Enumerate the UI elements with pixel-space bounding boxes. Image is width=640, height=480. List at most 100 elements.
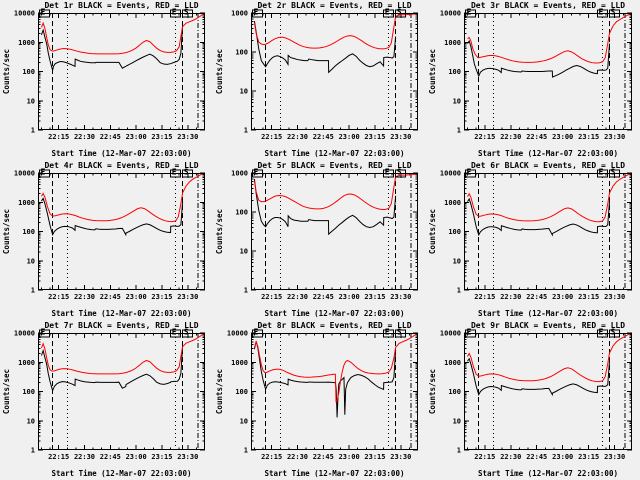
series-events-9 <box>467 357 610 397</box>
plot-frame <box>251 13 418 130</box>
x-tick-label: 23:30 <box>390 293 411 301</box>
series-events-2 <box>253 21 397 74</box>
x-tick-label: 22:45 <box>526 293 547 301</box>
chart-panel-2: Det 2r BLACK = Events, RED = LLD Counts/s… <box>213 0 426 160</box>
plot-frame <box>464 173 632 290</box>
x-axis-label-1: Start Time (12-Mar-07 22:03:00) <box>52 149 192 158</box>
marker-label-s: S <box>397 8 402 17</box>
panel-background <box>426 160 640 320</box>
series-lld-6 <box>467 173 632 223</box>
y-tick-label: 1 <box>244 287 248 295</box>
x-axis-label-8: Start Time (12-Mar-07 22:03:00) <box>265 469 405 478</box>
marker-label-e: E <box>467 168 472 177</box>
marker-label-e2: E <box>172 8 177 17</box>
y-tick-label: 10 <box>240 88 248 96</box>
x-tick-label: 23:15 <box>151 453 172 461</box>
y-tick-label: 1 <box>31 287 35 295</box>
series-events-6 <box>467 197 610 237</box>
x-tick-label: 22:30 <box>74 133 95 141</box>
x-tick-label: 22:15 <box>48 293 69 301</box>
panel-title-1: Det 1r BLACK = Events, RED = LLD <box>44 1 198 10</box>
marker-label-e: E <box>467 328 472 337</box>
x-axis-label-6: Start Time (12-Mar-07 22:03:00) <box>478 309 618 318</box>
panel-background <box>213 0 426 160</box>
x-tick-label: 22:45 <box>100 293 121 301</box>
y-tick-label: 1 <box>244 127 248 135</box>
chart-panel-3: Det 3r BLACK = Events, RED = LLD Counts/s… <box>426 0 640 160</box>
marker-label-e2: E <box>385 328 390 337</box>
panel-title-6: Det 6r BLACK = Events, RED = LLD <box>471 161 625 170</box>
chart-panel-4: Det 4r BLACK = Events, RED = LLD Counts/s… <box>0 160 213 320</box>
x-tick-label: 22:30 <box>500 293 521 301</box>
y-tick-label: 10 <box>27 257 35 265</box>
chart-panel-1: Det 1r BLACK = Events, RED = LLD Counts/s… <box>0 0 213 160</box>
marker-label-s: S <box>611 328 616 337</box>
x-tick-label: 23:00 <box>339 453 360 461</box>
x-tick-label: 23:30 <box>604 453 625 461</box>
y-tick-label: 1 <box>244 447 248 455</box>
y-tick-label: 1000 <box>231 170 248 178</box>
x-tick-label: 23:30 <box>390 453 411 461</box>
y-tick-label: 100 <box>235 49 248 57</box>
marker-label-s: S <box>397 328 402 337</box>
y-tick-label: 1000 <box>231 10 248 18</box>
y-tick-label: 1000 <box>444 39 461 47</box>
x-tick-label: 22:15 <box>474 453 495 461</box>
x-tick-label: 22:45 <box>313 133 334 141</box>
marker-label-s: S <box>611 8 616 17</box>
x-tick-label: 23:00 <box>126 453 147 461</box>
marker-label-e: E <box>254 328 259 337</box>
series-lld-4 <box>41 173 205 223</box>
panel-title-2: Det 2r BLACK = Events, RED = LLD <box>257 1 411 10</box>
x-tick-label: 22:45 <box>526 133 547 141</box>
y-tick-label: 1 <box>457 447 461 455</box>
x-tick-label: 22:15 <box>48 453 69 461</box>
series-lld-8 <box>253 333 418 403</box>
x-tick-label: 22:30 <box>500 133 521 141</box>
x-tick-label: 23:00 <box>552 133 573 141</box>
chart-panel-8: Det 8r BLACK = Events, RED = LLD Counts/s… <box>213 320 426 480</box>
y-tick-label: 1 <box>457 287 461 295</box>
marker-label-s: S <box>611 168 616 177</box>
marker-label-e: E <box>41 328 46 337</box>
y-tick-label: 100 <box>22 388 35 396</box>
chart-panel-9: Det 9r BLACK = Events, RED = LLD Counts/s… <box>426 320 640 480</box>
plot-frame <box>464 13 632 130</box>
marker-label-s: S <box>184 168 189 177</box>
y-axis-label-6: Counts/sec <box>428 209 437 254</box>
y-tick-label: 1000 <box>231 359 248 367</box>
y-tick-label: 10 <box>27 97 35 105</box>
series-lld-1 <box>40 13 205 55</box>
plot-frame <box>38 333 205 450</box>
y-axis-label-7: Counts/sec <box>2 369 11 414</box>
plot-frame <box>38 173 205 290</box>
x-tick-label: 23:15 <box>364 293 385 301</box>
marker-label-e: E <box>467 8 472 17</box>
y-tick-label: 100 <box>235 388 248 396</box>
plot-frame <box>38 13 205 130</box>
plot-frame <box>251 173 418 290</box>
series-lld-7 <box>40 333 205 375</box>
panel-background <box>0 160 213 320</box>
y-tick-label: 10 <box>453 97 461 105</box>
y-tick-label: 10000 <box>440 170 461 178</box>
y-tick-label: 10 <box>240 248 248 256</box>
x-tick-label: 22:30 <box>74 453 95 461</box>
x-tick-label: 22:15 <box>261 293 282 301</box>
x-tick-label: 23:00 <box>339 133 360 141</box>
y-tick-label: 10000 <box>14 10 35 18</box>
x-tick-label: 22:45 <box>313 293 334 301</box>
y-tick-label: 100 <box>235 209 248 217</box>
x-tick-label: 23:30 <box>604 293 625 301</box>
x-tick-label: 23:15 <box>151 133 172 141</box>
y-tick-label: 10000 <box>227 330 248 338</box>
x-axis-label-5: Start Time (12-Mar-07 22:03:00) <box>265 309 405 318</box>
marker-label-e2: E <box>599 328 604 337</box>
y-tick-label: 1 <box>31 127 35 135</box>
y-axis-label-9: Counts/sec <box>428 369 437 414</box>
y-tick-label: 1 <box>457 127 461 135</box>
y-axis-label-1: Counts/sec <box>2 49 11 94</box>
x-tick-label: 23:15 <box>151 293 172 301</box>
y-tick-label: 1000 <box>18 359 35 367</box>
x-tick-label: 22:15 <box>261 453 282 461</box>
